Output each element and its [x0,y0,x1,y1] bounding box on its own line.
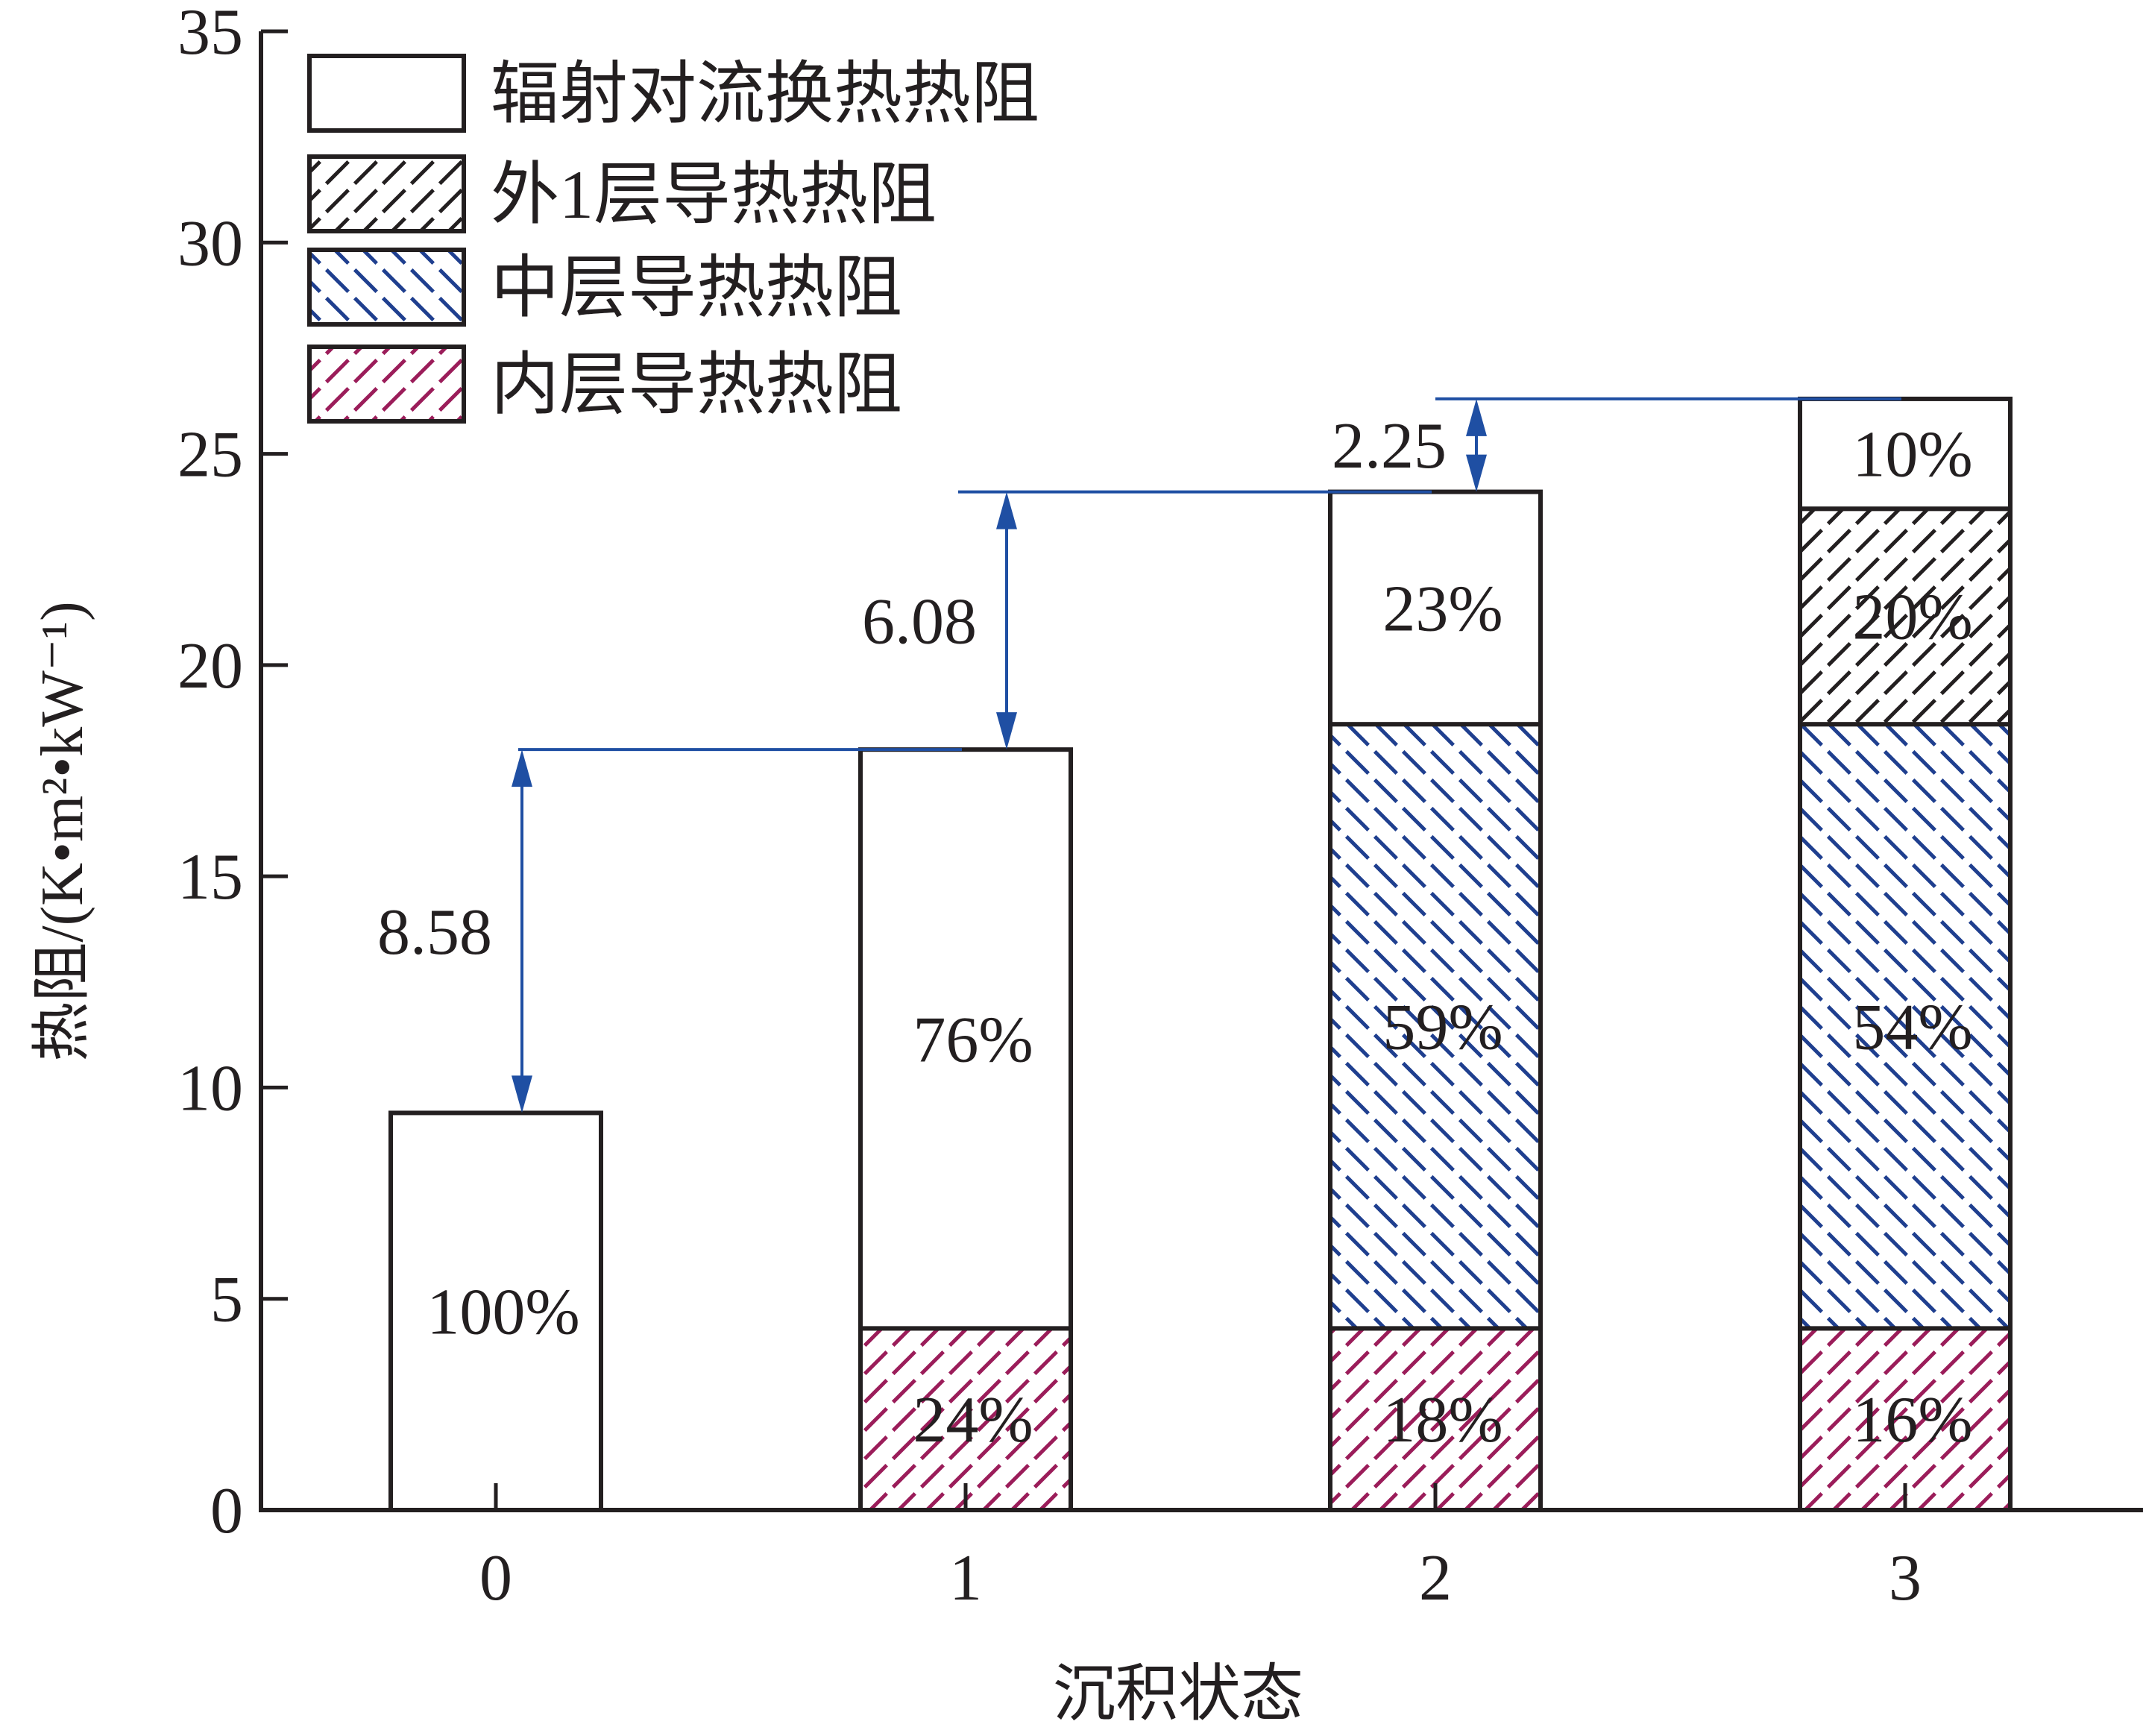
legend-swatch [307,248,466,327]
arrow-head-down [1466,454,1487,492]
segment-label: 10% [1852,419,1972,491]
legend-label: 辐射对流换热热阻 [491,56,1039,132]
gap-value-label: 6.08 [862,585,977,658]
bar-segment-1-0 [858,1326,1073,1512]
legend-swatch [307,345,466,424]
legend-label: 外1层导热热阻 [491,157,937,233]
y-tick-label: 15 [177,841,243,913]
segment-label: 54% [1852,991,1972,1063]
segment-label: 100% [427,1277,579,1349]
y-tick-label: 0 [210,1475,243,1547]
segment-label: 24% [913,1384,1033,1456]
x-tick-label: 0 [479,1542,512,1614]
bar-segment-2-3 [1328,489,1543,727]
segment-label: 16% [1852,1384,1972,1456]
segment-label: 23% [1382,573,1502,645]
segment-labels-layer: 24% 18% 16% 59% 54% 20% 100% 76% 23% 10% [427,419,1972,1457]
legend-label: 内层导热热阻 [491,347,902,423]
bar-segment-1-3 [858,747,1073,1331]
y-tick-label: 35 [177,0,243,69]
bar-segment-2-1 [1328,722,1543,1331]
y-tick-label: 30 [177,207,243,280]
y-tick-label: 20 [177,630,243,702]
segment-label: 76% [913,1004,1033,1076]
bars-layer [388,396,2013,1512]
y-tick-label: 10 [177,1052,243,1125]
x-axis-label: 沉积状态 [1053,1660,1303,1729]
y-tick-label: 25 [177,419,243,491]
y-axis-label: 热阻/(K•m²•kW⁻¹) [30,601,95,1061]
bar-segment-2-0 [1328,1326,1543,1512]
bar-segment-3-1 [1798,722,2013,1331]
axes-layer: 0 5 10 15 20 25 30 35 0 1 2 3 [177,0,2143,1614]
x-tick-label: 2 [1419,1542,1452,1614]
legend-swatch [307,154,466,233]
arrow-head-up [1466,398,1487,436]
arrow-head-down [996,712,1017,750]
annotations-layer: 8.58 6.08 2.25 [377,397,1901,1113]
arrow-head-down [512,1075,532,1113]
segment-label: 59% [1382,991,1502,1063]
gap-value-label: 2.25 [1332,410,1447,482]
legend-label: 中层导热热阻 [491,250,902,326]
arrow-head-up [512,749,532,787]
x-tick-label: 3 [1889,1542,1922,1614]
bar-segment-3-2 [1798,506,2013,727]
y-tick-label: 5 [210,1264,243,1336]
legend-swatch [307,54,466,133]
bar-segment-3-3 [1798,396,2013,512]
segment-label: 18% [1382,1384,1502,1456]
segment-label: 20% [1852,582,1972,654]
arrow-head-up [996,491,1017,529]
x-tick-label: 1 [949,1542,982,1614]
gap-value-label: 8.58 [377,896,492,969]
